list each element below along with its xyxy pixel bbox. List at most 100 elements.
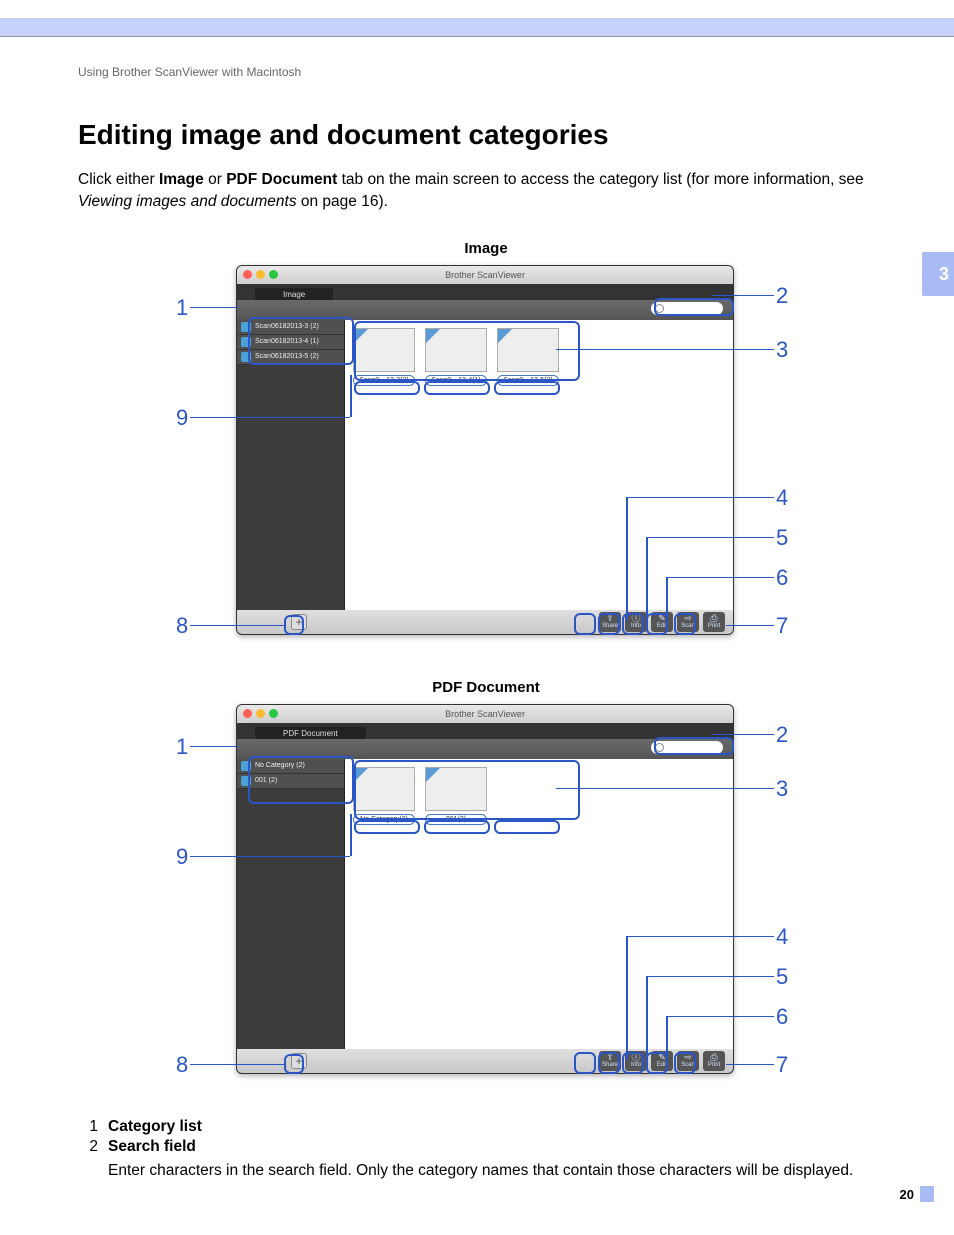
callout-number: 8	[176, 613, 188, 639]
print-button[interactable]: ⎙Print	[703, 1051, 725, 1071]
intro-text: Click either	[78, 171, 159, 188]
button-label: Print	[708, 623, 720, 629]
page-number-accent	[920, 1186, 934, 1202]
legend-number: 2	[78, 1138, 98, 1156]
callout-line	[190, 307, 238, 309]
callout-highlight-box	[354, 760, 580, 820]
callout-highlight-box	[354, 820, 420, 834]
callout-highlight-box	[674, 1052, 696, 1074]
callout-number: 4	[776, 485, 788, 511]
legend-description: Enter characters in the search field. On…	[108, 1160, 894, 1182]
callout-number: 1	[176, 295, 188, 321]
callout-line	[626, 497, 774, 499]
window-titlebar: Brother ScanViewer	[237, 266, 733, 284]
callout-line	[626, 936, 628, 1060]
callout-highlight-box	[424, 820, 490, 834]
callout-line	[726, 625, 774, 627]
callout-line	[190, 625, 286, 627]
page-number: 20	[900, 1187, 914, 1202]
callout-line	[556, 788, 774, 790]
callout-number: 2	[776, 283, 788, 309]
intro-bold-image: Image	[159, 171, 204, 188]
callout-line	[646, 976, 648, 1060]
callout-number: 6	[776, 565, 788, 591]
callout-line	[350, 375, 352, 417]
figure-pdf-title: PDF Document	[176, 679, 796, 696]
figure-image-title: Image	[176, 240, 796, 257]
callout-line	[726, 1064, 774, 1066]
callout-number: 9	[176, 405, 188, 431]
callout-highlight-box	[654, 737, 734, 755]
legend-number: 1	[78, 1118, 98, 1136]
intro-text: tab on the main screen to access the cat…	[337, 171, 863, 188]
callout-highlight-box	[646, 1052, 668, 1074]
callout-line	[712, 734, 774, 736]
figure-image-wrap: Image Brother ScanViewerImageScan0618201…	[176, 240, 796, 655]
callout-line	[666, 577, 774, 579]
callout-highlight-box	[354, 321, 580, 381]
callout-number: 7	[776, 613, 788, 639]
callout-highlight-box	[598, 1052, 620, 1074]
figure-image: Brother ScanViewerImageScan06182013-3 (2…	[176, 265, 796, 655]
callout-line	[646, 976, 774, 978]
callout-line	[626, 936, 774, 938]
button-label: Print	[708, 1062, 720, 1068]
page-body: Using Brother ScanViewer with Macintosh …	[0, 37, 954, 1212]
breadcrumb: Using Brother ScanViewer with Macintosh	[78, 65, 894, 79]
window-title: Brother ScanViewer	[237, 709, 733, 719]
callout-highlight-box	[654, 298, 734, 316]
figure-pdf: Brother ScanViewerPDF DocumentNo Categor…	[176, 704, 796, 1094]
legend-title: Category list	[108, 1118, 202, 1136]
page-title: Editing image and document categories	[78, 119, 894, 151]
figure-pdf-wrap: PDF Document Brother ScanViewerPDF Docum…	[176, 679, 796, 1094]
callout-highlight-box	[646, 613, 668, 635]
window-titlebar: Brother ScanViewer	[237, 705, 733, 723]
callout-number: 4	[776, 924, 788, 950]
callout-line	[556, 349, 774, 351]
callout-number: 9	[176, 844, 188, 870]
callout-number: 5	[776, 964, 788, 990]
callout-number: 6	[776, 1004, 788, 1030]
callout-highlight-box	[284, 1054, 304, 1074]
callout-highlight-box	[574, 613, 596, 635]
legend-list: 1 Category list 2 Search field Enter charact…	[78, 1118, 894, 1182]
callout-highlight-box	[424, 381, 490, 395]
callout-highlight-box	[248, 756, 354, 804]
legend-title: Search field	[108, 1138, 196, 1156]
callout-number: 3	[776, 337, 788, 363]
intro-link-text: Viewing images and documents	[78, 193, 297, 210]
header-band	[0, 0, 954, 36]
callout-line	[190, 417, 350, 419]
print-icon: ⎙	[710, 1053, 717, 1062]
legend-item: 2 Search field	[78, 1138, 894, 1156]
callout-highlight-box	[674, 613, 696, 635]
callout-line	[626, 497, 628, 621]
print-button[interactable]: ⎙Print	[703, 612, 725, 632]
callout-number: 8	[176, 1052, 188, 1078]
window-title: Brother ScanViewer	[237, 270, 733, 280]
callout-number: 5	[776, 525, 788, 551]
callout-number: 3	[776, 776, 788, 802]
callout-highlight-box	[354, 381, 420, 395]
intro-text: or	[204, 171, 226, 188]
callout-number: 2	[776, 722, 788, 748]
callout-line	[350, 814, 352, 856]
legend-item: 1 Category list	[78, 1118, 894, 1136]
print-icon: ⎙	[710, 614, 717, 623]
intro-text: on page 16).	[297, 193, 388, 210]
chapter-tab: 3	[922, 252, 954, 296]
callout-number: 1	[176, 734, 188, 760]
callout-highlight-box	[494, 820, 560, 834]
callout-line	[646, 537, 648, 621]
callout-highlight-box	[598, 613, 620, 635]
callout-highlight-box	[622, 1052, 644, 1074]
callout-line	[712, 295, 774, 297]
callout-highlight-box	[494, 381, 560, 395]
callout-highlight-box	[574, 1052, 596, 1074]
callout-number: 7	[776, 1052, 788, 1078]
callout-line	[666, 1016, 774, 1018]
callout-line	[190, 746, 238, 748]
intro-paragraph: Click either Image or PDF Document tab o…	[78, 169, 894, 214]
callout-highlight-box	[248, 317, 354, 365]
callout-line	[190, 1064, 286, 1066]
